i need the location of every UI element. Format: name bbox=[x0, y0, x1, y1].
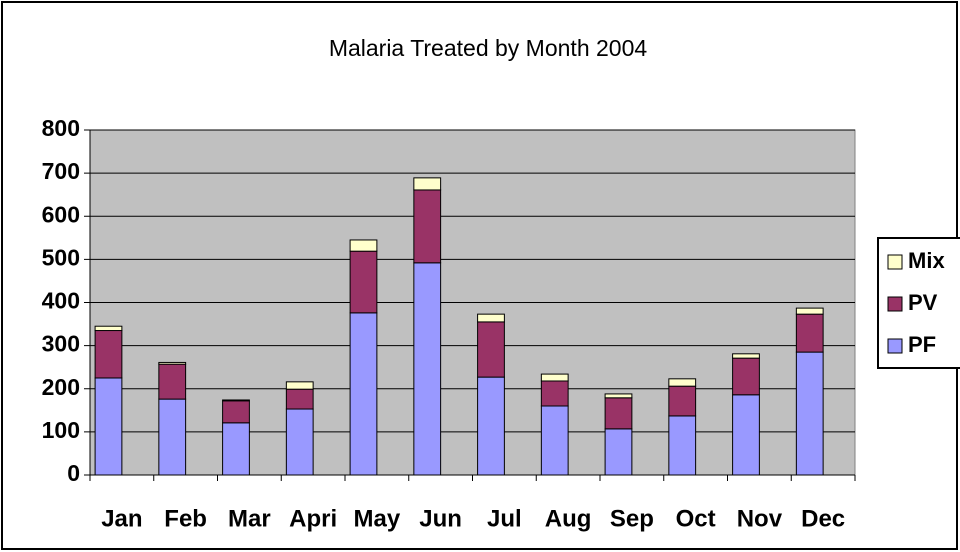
bar-segment bbox=[94, 330, 123, 379]
x-tick-label: Aug bbox=[545, 505, 592, 532]
bar-segment bbox=[413, 189, 442, 264]
y-tick-label: 200 bbox=[42, 374, 80, 400]
y-tick-label: 0 bbox=[67, 460, 80, 486]
bar-segment bbox=[285, 408, 314, 476]
legend-swatch bbox=[887, 254, 903, 270]
x-tick-label: Nov bbox=[737, 505, 783, 532]
bar-segment bbox=[668, 378, 697, 387]
y-tick-label: 600 bbox=[42, 201, 80, 227]
bar-segment bbox=[477, 376, 505, 476]
x-tick-label: Apri bbox=[289, 505, 337, 532]
bar-segment bbox=[158, 363, 187, 400]
bar-segment bbox=[477, 313, 505, 323]
bar-segment bbox=[285, 381, 314, 390]
x-tick-label: Dec bbox=[801, 505, 845, 532]
x-tick-label: Sep bbox=[610, 505, 654, 532]
legend-swatch bbox=[887, 338, 903, 354]
bar-segment bbox=[604, 397, 633, 430]
bar-segment bbox=[413, 262, 442, 476]
bar-segment bbox=[540, 373, 569, 382]
y-tick-label: 500 bbox=[42, 244, 80, 270]
bar-segment bbox=[222, 422, 250, 476]
bar-segment bbox=[349, 312, 378, 476]
bar-segment bbox=[604, 428, 633, 476]
chart-title: Malaria Treated by Month 2004 bbox=[329, 35, 648, 61]
legend-label: PV bbox=[908, 290, 938, 315]
bar-segment bbox=[349, 239, 378, 252]
y-tick-label: 400 bbox=[42, 288, 80, 314]
x-tick-label: Jun bbox=[419, 505, 462, 532]
y-tick-label: 700 bbox=[42, 158, 80, 184]
bar-segment bbox=[732, 394, 760, 476]
bar-segment bbox=[413, 177, 442, 191]
bar-segment bbox=[94, 325, 123, 332]
bar-segment bbox=[94, 377, 123, 476]
bar-segment bbox=[158, 361, 187, 365]
x-tick-label: Jan bbox=[101, 505, 142, 532]
y-tick-label: 300 bbox=[42, 331, 80, 357]
x-tick-label: Oct bbox=[676, 505, 716, 532]
legend-label: Mix bbox=[908, 248, 945, 273]
x-tick-label: Feb bbox=[164, 505, 207, 532]
bar-segment bbox=[349, 250, 378, 314]
bar-segment bbox=[477, 321, 505, 378]
bar-segment bbox=[604, 393, 633, 399]
legend-swatch bbox=[887, 296, 903, 312]
bar-segment bbox=[668, 415, 697, 476]
bar-segment bbox=[540, 380, 569, 407]
bar-segment bbox=[540, 405, 569, 476]
x-tick-label: Mar bbox=[228, 505, 271, 532]
bar-segment bbox=[795, 351, 824, 476]
legend-label: PF bbox=[908, 332, 936, 357]
bar-segment bbox=[222, 399, 250, 402]
y-tick-label: 100 bbox=[42, 417, 80, 443]
bar-segment bbox=[222, 400, 250, 424]
bar-segment bbox=[668, 385, 697, 417]
x-tick-label: May bbox=[354, 505, 401, 532]
bar-segment bbox=[795, 307, 824, 315]
bar-segment bbox=[795, 313, 824, 353]
bar-segment bbox=[732, 353, 760, 359]
y-tick-label: 800 bbox=[42, 115, 80, 141]
bar-segment bbox=[732, 357, 760, 396]
bar-segment bbox=[158, 398, 187, 476]
x-tick-label: Jul bbox=[487, 505, 522, 532]
bar-segment bbox=[285, 388, 314, 410]
